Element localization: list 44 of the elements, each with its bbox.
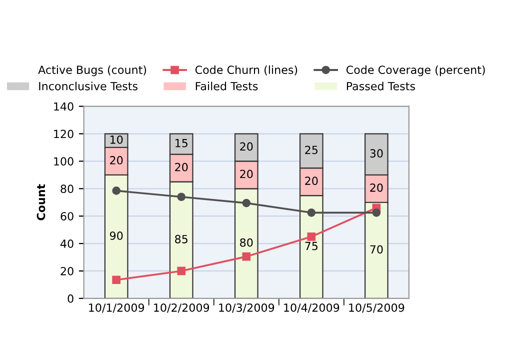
data-label: 25 xyxy=(305,146,318,154)
data-label: 20 xyxy=(305,176,318,186)
data-label: 75 xyxy=(305,242,318,250)
y-tick-label: 40 xyxy=(60,240,74,248)
y-tick-label: 140 xyxy=(54,102,74,111)
point xyxy=(242,252,251,261)
y-tick-label: 60 xyxy=(60,212,74,220)
point xyxy=(112,276,120,284)
point xyxy=(177,266,186,276)
y-tick-label: 0 xyxy=(68,294,74,303)
point xyxy=(177,192,186,202)
y-tick-label: 80 xyxy=(60,184,74,194)
legend-label: Inconclusive Tests xyxy=(39,82,138,90)
data-label: 20 xyxy=(110,156,123,164)
point xyxy=(242,198,251,208)
x-tick-label: 10/5/2009 xyxy=(349,303,404,313)
legend-label: Passed Tests xyxy=(346,82,415,90)
data-label: 90 xyxy=(110,231,123,240)
y-tick-label: 120 xyxy=(54,130,74,138)
legend-label: Code Coverage (percent) xyxy=(346,65,485,76)
x-tick-label: 10/3/2009 xyxy=(219,303,274,313)
point xyxy=(372,208,381,217)
data-label: 10 xyxy=(110,135,123,144)
y-tick-label: 100 xyxy=(54,157,74,166)
text: Active Bugs (count) xyxy=(38,65,146,76)
data-label: 20 xyxy=(240,170,253,178)
legend-label: Code Churn (lines) xyxy=(195,65,298,76)
data-label: 20 xyxy=(175,162,188,172)
point xyxy=(307,232,316,241)
x-tick-label: 10/4/2009 xyxy=(284,303,340,313)
point xyxy=(307,208,316,217)
data-label: 20 xyxy=(240,142,253,151)
y-tick-label: 20 xyxy=(60,266,74,276)
x-tick-label: 10/2/2009 xyxy=(154,303,210,313)
data-label: 70 xyxy=(370,245,383,254)
data-label: 15 xyxy=(176,139,188,148)
data-label: 85 xyxy=(175,234,188,244)
point xyxy=(112,186,120,195)
y-axis-title: Count xyxy=(36,184,46,220)
data-label: 80 xyxy=(240,238,253,247)
data-label: 20 xyxy=(370,183,383,192)
x-tick-label: 10/1/2009 xyxy=(89,303,144,313)
legend-label: Failed Tests xyxy=(196,82,258,90)
data-label: 30 xyxy=(370,149,383,158)
